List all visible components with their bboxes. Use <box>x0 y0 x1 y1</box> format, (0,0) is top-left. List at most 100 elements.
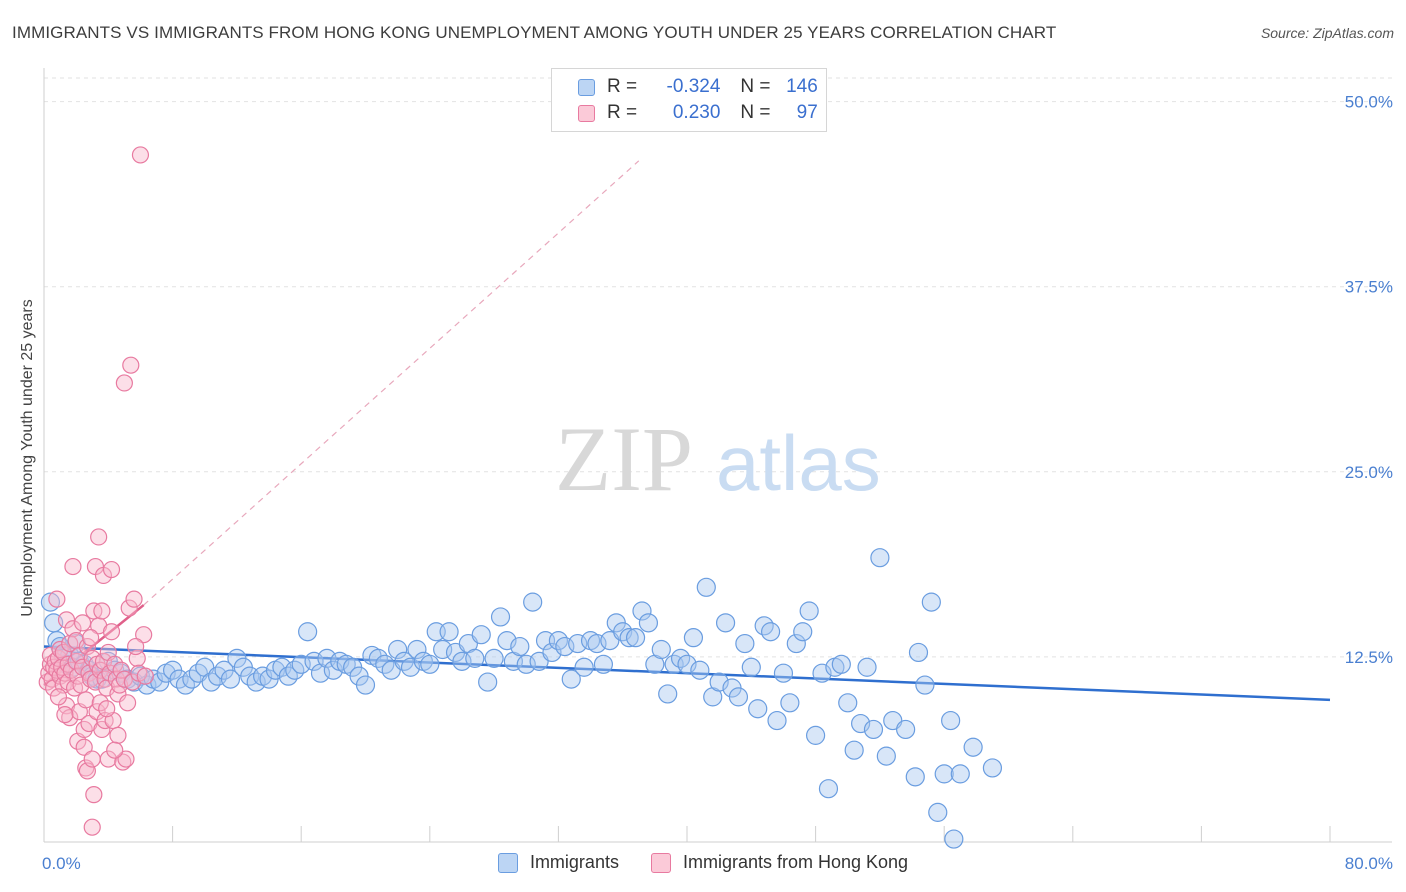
hongkong-point <box>85 786 103 804</box>
series-swatch-hongkong <box>650 852 671 873</box>
watermark-atlas: atlas <box>716 419 881 507</box>
immigrants-point <box>857 657 877 677</box>
hongkong-point <box>83 750 101 768</box>
immigrants-point <box>561 669 581 689</box>
hongkong-point <box>77 759 95 777</box>
legend-swatch-hongkong <box>578 104 595 122</box>
hongkong-point <box>99 750 117 768</box>
legend-r-value: 0.230 <box>672 102 721 123</box>
immigrants-point <box>941 710 961 731</box>
hongkong-point <box>122 356 140 374</box>
hongkong-point <box>102 560 121 579</box>
immigrants-point <box>651 639 671 660</box>
hongkong-point <box>109 726 127 744</box>
y-tick-label: 25.0% <box>1345 463 1393 482</box>
y-tick-label: 37.5% <box>1345 278 1393 297</box>
hongkong-point <box>106 655 124 673</box>
immigrants-point <box>982 758 1003 778</box>
immigrants-point <box>715 613 736 633</box>
legend-r-label: R = <box>607 102 638 123</box>
immigrants-point <box>484 648 504 668</box>
hongkong-point <box>93 602 111 620</box>
legend-r-value: -0.324 <box>666 76 721 97</box>
hongkong-point <box>77 691 95 709</box>
stats-legend: R = -0.324 N = 146 R = 0.230 N = 97 <box>551 68 827 132</box>
immigrants-point <box>735 633 755 654</box>
hongkong-point <box>91 694 109 712</box>
immigrants-point <box>908 642 929 663</box>
immigrants-points <box>40 548 1003 849</box>
legend-n-value: 97 <box>796 102 818 123</box>
immigrants-point <box>838 693 858 713</box>
legend-row-hongkong: R = 0.230 N = 97 <box>552 101 818 125</box>
immigrants-point <box>896 719 916 740</box>
immigrants-point <box>683 628 704 648</box>
immigrants-point <box>844 740 864 760</box>
immigrants-point <box>574 657 594 677</box>
immigrants-point <box>741 657 761 677</box>
immigrants-point <box>950 764 970 784</box>
immigrants-point <box>388 639 408 660</box>
immigrants-point <box>876 746 896 766</box>
immigrants-point <box>870 548 890 568</box>
hongkong-point <box>117 750 135 768</box>
hongkong-point <box>56 706 74 724</box>
immigrants-point <box>510 636 530 657</box>
immigrants-point <box>805 725 826 745</box>
hongkong-point <box>62 661 80 679</box>
immigrants-point <box>915 675 935 695</box>
hongkong-point <box>118 694 137 712</box>
y-tick-label: 12.5% <box>1345 648 1393 667</box>
hongkong-point <box>114 753 132 771</box>
immigrants-point <box>831 654 851 674</box>
hongkong-point <box>115 374 133 392</box>
immigrants-point <box>748 699 768 719</box>
legend-n-label: N = <box>740 76 771 97</box>
immigrants-point <box>767 710 787 731</box>
immigrants-point <box>478 672 498 692</box>
immigrants-point <box>490 607 511 627</box>
series-legend-immigrants: Immigrants <box>497 852 619 873</box>
immigrants-point <box>944 829 964 849</box>
immigrants-point <box>818 779 839 799</box>
immigrants-point <box>465 648 485 668</box>
immigrants-point <box>793 622 813 642</box>
immigrants-point <box>625 628 646 648</box>
series-swatch-immigrants <box>497 852 518 873</box>
hongkong-point <box>69 667 87 685</box>
immigrants-point <box>632 601 652 621</box>
tick-labels: 12.5% 25.0% 37.5% 50.0% 0.0% 80.0% <box>42 93 1393 873</box>
immigrants-point <box>728 687 749 707</box>
hongkong-trendline-extension <box>143 160 640 606</box>
immigrants-point <box>696 577 716 597</box>
hongkong-point <box>91 661 109 679</box>
series-legend-hongkong: Immigrants from Hong Kong <box>650 852 909 873</box>
immigrants-point <box>298 622 318 642</box>
chart-title: IMMIGRANTS VS IMMIGRANTS FROM HONG KONG … <box>12 23 1057 42</box>
immigrants-point <box>593 654 614 674</box>
immigrants-point <box>773 663 794 683</box>
immigrants-point <box>658 684 678 704</box>
x-tick-label-min: 0.0% <box>42 854 81 873</box>
immigrants-point <box>638 613 659 633</box>
legend-r-label: R = <box>607 76 638 97</box>
hongkong-point <box>51 640 69 659</box>
axes <box>43 68 1392 843</box>
hongkong-point <box>131 146 150 164</box>
hongkong-point <box>98 700 116 718</box>
hongkong-point <box>93 720 111 739</box>
hongkong-point <box>49 688 68 706</box>
immigrants-point <box>921 592 941 612</box>
hongkong-point <box>120 599 138 617</box>
hongkong-point <box>135 626 153 644</box>
gridlines <box>44 77 1392 658</box>
hongkong-point <box>101 664 119 682</box>
immigrants-point <box>905 767 925 787</box>
source-credit: Source: ZipAtlas.com <box>1260 25 1394 41</box>
hongkong-point <box>90 528 108 546</box>
series-label-hongkong: Immigrants from Hong Kong <box>682 852 909 872</box>
immigrants-point <box>619 628 639 648</box>
immigrants-point <box>863 719 884 740</box>
hongkong-point <box>64 557 82 576</box>
